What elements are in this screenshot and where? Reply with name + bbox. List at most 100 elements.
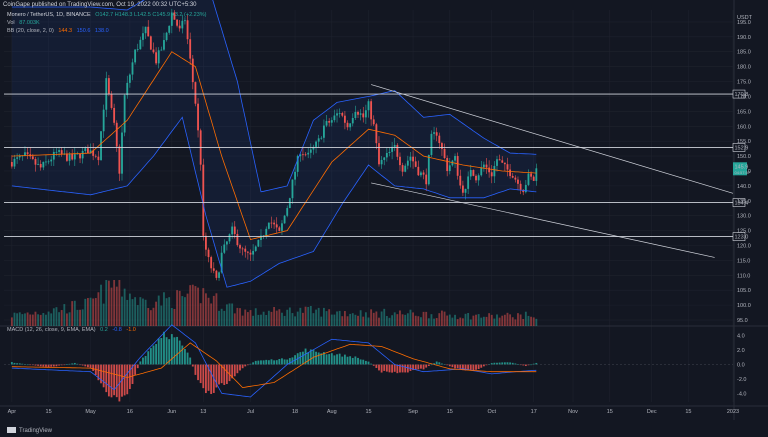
volume-bar[interactable] [422,311,425,326]
volume-bar[interactable] [294,316,296,326]
volume-bar[interactable] [385,315,388,326]
macd-histogram-bar[interactable] [218,364,220,385]
volume-bar[interactable] [147,308,150,326]
macd-histogram-bar[interactable] [309,349,312,365]
candle-body[interactable] [509,169,512,176]
volume-bar[interactable] [113,280,116,326]
macd-histogram-bar[interactable] [278,359,281,365]
volume-bar[interactable] [191,284,194,326]
macd-histogram-bar[interactable] [338,353,341,365]
candle-body[interactable] [254,246,257,251]
candle-body[interactable] [346,122,349,128]
volume-bar[interactable] [511,317,514,326]
macd-histogram-bar[interactable] [136,364,139,369]
volume-bar[interactable] [233,313,236,326]
candle-body[interactable] [197,103,199,131]
volume-bar[interactable] [267,310,270,326]
candle-body[interactable] [446,157,449,172]
volume-bar[interactable] [184,297,186,326]
volume-bar[interactable] [275,310,278,326]
macd-histogram-bar[interactable] [367,361,370,365]
volume-bar[interactable] [286,309,289,326]
candle-body[interactable] [189,39,192,59]
volume-bar[interactable] [524,311,527,326]
candle-body[interactable] [60,150,63,155]
candle-body[interactable] [131,62,134,75]
volume-bar[interactable] [212,295,215,326]
candle-body[interactable] [503,162,506,165]
macd-histogram-bar[interactable] [456,364,459,369]
macd-histogram-bar[interactable] [265,359,268,365]
volume-bar[interactable] [522,318,525,326]
candle-body[interactable] [52,151,55,160]
candle-body[interactable] [31,156,34,160]
candle-body[interactable] [147,26,150,37]
volume-bar[interactable] [496,314,498,326]
macd-histogram-bar[interactable] [451,364,454,368]
macd-histogram-bar[interactable] [346,356,349,365]
macd-histogram-bar[interactable] [123,364,126,396]
candle-body[interactable] [24,152,26,156]
macd-histogram-bar[interactable] [170,334,173,365]
volume-bar[interactable] [535,318,538,326]
volume-bar[interactable] [370,309,373,326]
volume-bar[interactable] [380,311,383,326]
candle-body[interactable] [354,111,357,118]
volume-bar[interactable] [76,309,79,326]
candle-body[interactable] [498,159,501,161]
volume-bar[interactable] [459,317,462,326]
candle-body[interactable] [71,153,74,160]
macd-histogram-bar[interactable] [197,364,199,381]
macd-histogram-bar[interactable] [165,337,168,365]
volume-bar[interactable] [228,303,231,326]
candle-body[interactable] [370,101,373,120]
candle-body[interactable] [399,156,401,166]
candle-body[interactable] [406,160,409,166]
macd-histogram-bar[interactable] [370,363,373,365]
candle-body[interactable] [427,154,430,185]
candle-body[interactable] [55,151,58,153]
macd-histogram-bar[interactable] [42,364,45,367]
volume-bar[interactable] [506,312,509,326]
volume-bar[interactable] [493,318,496,326]
macd-histogram-bar[interactable] [275,360,278,365]
macd-histogram-bar[interactable] [37,364,40,366]
macd-histogram-bar[interactable] [50,364,53,367]
macd-histogram-bar[interactable] [257,360,260,365]
volume-bar[interactable] [354,314,357,326]
candle-body[interactable] [142,33,144,40]
time-axis[interactable]: Apr 15 May 16 Jun 13 Jul 18 Aug 15 Sep 15 Oct 17 Nov 15… [8,409,740,415]
macd-histogram-bar[interactable] [336,354,338,365]
candle-body[interactable] [433,132,435,134]
candle-body[interactable] [233,226,236,235]
volume-bar[interactable] [176,290,178,326]
macd-histogram-bar[interactable] [58,364,60,366]
volume-bar[interactable] [60,310,63,326]
volume-bar[interactable] [425,311,428,326]
candle-body[interactable] [532,176,535,181]
candle-body[interactable] [249,252,252,255]
candle-body[interactable] [225,241,228,245]
macd-histogram-bar[interactable] [414,364,417,370]
candle-body[interactable] [312,146,315,150]
candle-body[interactable] [278,227,281,231]
candle-body[interactable] [435,132,438,136]
candle-body[interactable] [110,94,113,108]
macd-histogram-bar[interactable] [323,352,325,365]
volume-bar[interactable] [446,315,449,326]
candle-body[interactable] [349,123,352,128]
candle-body[interactable] [181,20,184,29]
volume-bar[interactable] [123,288,126,326]
macd-histogram-bar[interactable] [228,364,231,382]
candle-body[interactable] [393,144,396,147]
macd-histogram-bar[interactable] [351,357,354,365]
macd-histogram-bar[interactable] [522,364,525,366]
volume-bar[interactable] [241,315,244,326]
volume-bar[interactable] [330,314,333,326]
volume-bar[interactable] [24,313,26,326]
volume-bar[interactable] [383,308,386,326]
candle-body[interactable] [139,39,142,50]
candle-body[interactable] [207,249,210,258]
macd-histogram-bar[interactable] [509,362,512,365]
volume-bar[interactable] [464,313,467,326]
